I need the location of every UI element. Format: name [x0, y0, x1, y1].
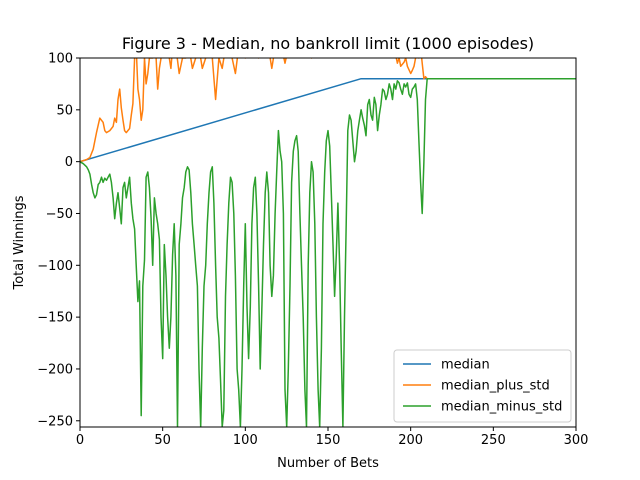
y-tick-label: 50	[56, 103, 73, 118]
y-tick-label: −100	[37, 259, 73, 274]
series-line-median-plus-std	[80, 58, 576, 163]
y-tick-label: −50	[46, 207, 73, 222]
x-tick-label: 250	[481, 433, 506, 448]
x-axis: 0 50 100 150 200 250 300	[76, 427, 589, 448]
x-tick-label: 300	[564, 433, 589, 448]
y-tick-label: 0	[65, 155, 73, 170]
legend-box	[393, 349, 572, 423]
x-tick-label: 150	[316, 433, 341, 448]
x-tick-label: 50	[154, 433, 171, 448]
y-tick-label: −150	[37, 311, 73, 326]
legend: median median_plus_std median_minus_std	[393, 349, 572, 423]
y-axis-label: Total Winnings	[12, 195, 27, 290]
legend-label: median_minus_std	[441, 400, 562, 415]
series-layer	[80, 58, 576, 427]
y-tick-label: −200	[37, 362, 73, 377]
x-tick-label: 100	[233, 433, 258, 448]
series-line-median-minus-std	[80, 77, 576, 427]
y-axis: 100 50 0 −50 −100 −150 −200 −250	[37, 52, 80, 429]
chart-title: Figure 3 - Median, no bankroll limit (10…	[122, 34, 534, 53]
y-tick-label: 100	[48, 52, 73, 67]
y-tick-label: −250	[37, 414, 73, 429]
x-tick-label: 0	[76, 433, 84, 448]
x-axis-label: Number of Bets	[277, 456, 379, 471]
x-tick-label: 200	[398, 433, 423, 448]
legend-label: median_plus_std	[441, 379, 550, 394]
legend-label: median	[441, 358, 490, 373]
